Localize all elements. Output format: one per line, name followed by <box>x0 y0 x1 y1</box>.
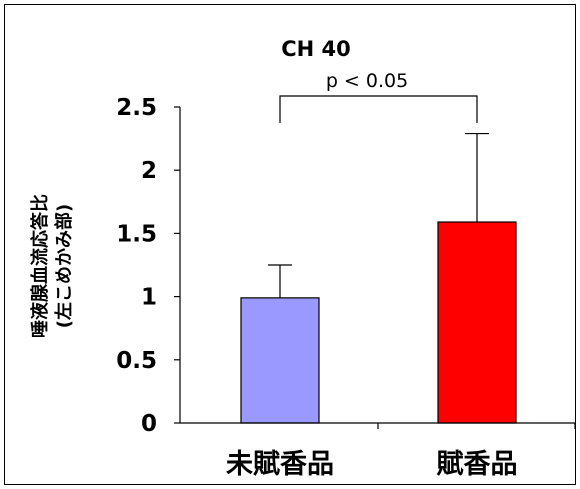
bar-1 <box>240 297 320 424</box>
y-tick-label: 1.5 <box>116 221 157 247</box>
bar-2 <box>437 221 517 424</box>
chart-title: CH 40 <box>281 37 351 61</box>
significance-label: p < 0.05 <box>326 70 408 92</box>
y-tick-label: 2.5 <box>116 95 157 121</box>
y-tick-label: 0 <box>141 411 157 437</box>
x-category-label: 賦香品 <box>437 449 518 480</box>
significance-bracket <box>279 95 478 123</box>
y-axis-label-sub: (左こめかみ部) <box>53 204 75 328</box>
y-axis-label: 唾液腺血流応答比 (左こめかみ部) <box>29 194 75 338</box>
y-tick-label: 2 <box>141 158 157 184</box>
y-axis-label-main: 唾液腺血流応答比 <box>29 194 51 338</box>
y-tick-label: 0.5 <box>116 348 157 374</box>
x-category-label: 未賦香品 <box>226 449 334 480</box>
y-tick-label: 1 <box>141 285 157 311</box>
